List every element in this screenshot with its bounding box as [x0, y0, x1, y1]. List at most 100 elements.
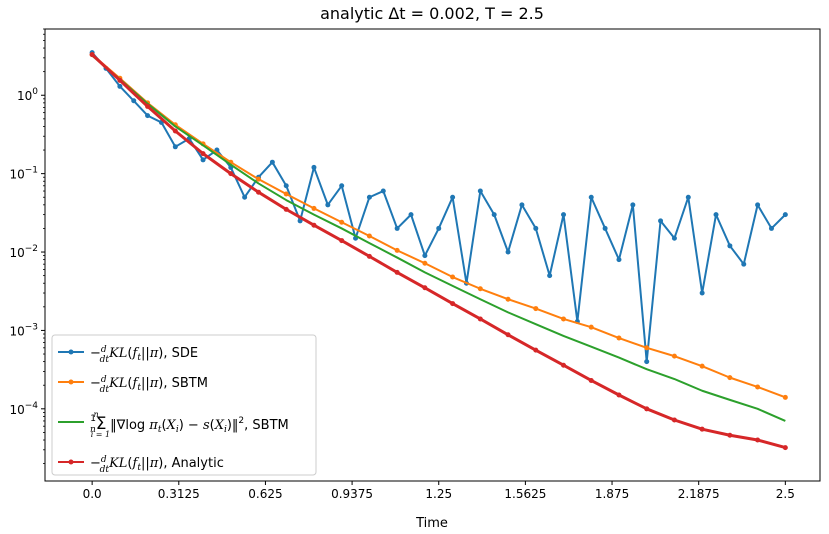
y-axis: 100 10−1 10−2 10−3 10−4 [9, 28, 45, 465]
data-point-sde [768, 225, 774, 231]
data-point-analytic [533, 347, 539, 353]
legend-entry-analytic: −d dtKL(ft||π), Analytic [58, 455, 224, 475]
data-point-sde [671, 235, 677, 241]
x-tick-label: 0.0 [83, 487, 102, 501]
data-point-sbtm [311, 205, 317, 211]
data-point-analytic [89, 52, 95, 58]
data-point-sde [283, 183, 289, 189]
legend-entry-sbtm: −d dtKL(ft||π), SBTM [58, 375, 208, 395]
data-point-sde [588, 194, 594, 200]
x-axis-label: Time [415, 516, 448, 531]
data-point-sde [242, 194, 248, 200]
data-point-analytic [755, 437, 761, 443]
data-point-analytic [588, 377, 594, 383]
y-tick-label: 10−3 [9, 322, 38, 338]
data-point-analytic [477, 316, 483, 322]
data-point-sbtm [505, 296, 511, 302]
data-point-sbtm [366, 233, 372, 239]
data-point-analytic [339, 238, 345, 244]
data-point-sbtm [782, 394, 788, 400]
data-point-sbtm [339, 219, 345, 225]
data-point-sde [436, 225, 442, 231]
data-point-sbtm [450, 274, 456, 280]
data-point-sbtm [561, 316, 567, 322]
y-tick-label: 10−2 [9, 244, 38, 260]
data-point-sde [311, 164, 317, 170]
x-tick-label: 0.625 [248, 487, 282, 501]
data-point-sde [616, 257, 622, 263]
data-point-sde [782, 212, 788, 218]
legend-label-sde: −d dtKL(ft||π), SDE [90, 345, 198, 365]
chart-title: analytic Δt = 0.002, T = 2.5 [320, 4, 544, 23]
legend-label-sbtm: −d dtKL(ft||π), SBTM [90, 375, 208, 395]
x-tick-label: 0.9375 [331, 487, 373, 501]
legend-marker-sbtm [68, 379, 74, 385]
x-axis: 0.0 0.3125 0.625 0.9375 1.25 1.5625 1.875 2.187… [83, 481, 795, 501]
data-point-sde [699, 290, 705, 296]
data-point-sde [117, 83, 123, 89]
data-point-analytic [117, 77, 123, 83]
data-point-sde [408, 212, 414, 218]
data-point-sbtm [755, 384, 761, 390]
data-point-analytic [228, 171, 234, 177]
x-tick-label: 2.1875 [678, 487, 720, 501]
data-point-sde [269, 159, 275, 165]
data-point-analytic [644, 406, 650, 412]
series-score-error [91, 54, 786, 422]
data-point-analytic [616, 392, 622, 398]
data-point-analytic [366, 253, 372, 259]
data-point-sbtm [256, 176, 262, 182]
data-point-analytic [561, 362, 567, 368]
data-point-analytic [699, 426, 705, 432]
data-point-analytic [256, 189, 262, 195]
data-point-sde [450, 194, 456, 200]
data-point-analytic [283, 206, 289, 212]
data-point-sbtm [477, 286, 483, 292]
data-point-sde [172, 144, 178, 150]
legend: −d dtKL(ft||π), SDE −d dtKL(ft||π), SBTM 1… [51, 334, 317, 476]
data-point-analytic [200, 151, 206, 157]
data-point-sde [658, 218, 664, 224]
legend-entry-sde: −d dtKL(ft||π), SDE [58, 345, 198, 365]
data-point-sde [547, 273, 553, 279]
data-point-sde [644, 359, 650, 365]
y-tick-label: 10−1 [9, 166, 38, 182]
series-analytic [89, 52, 788, 451]
data-point-sbtm [727, 375, 733, 381]
data-point-analytic [172, 128, 178, 134]
data-point-analytic [311, 222, 317, 228]
y-tick-label: 100 [17, 87, 38, 103]
data-point-sde [685, 194, 691, 200]
y-tick-label: 10−4 [9, 401, 38, 417]
data-point-analytic [505, 332, 511, 338]
data-point-sde [561, 212, 567, 218]
data-point-analytic [145, 103, 151, 109]
data-point-sde [422, 253, 428, 259]
data-point-sde [533, 225, 539, 231]
data-point-sde [200, 157, 206, 163]
data-point-sbtm [533, 306, 539, 312]
data-point-analytic [782, 445, 788, 451]
data-point-analytic [671, 417, 677, 423]
plot-frame [44, 28, 821, 482]
data-point-sde [339, 183, 345, 189]
data-point-sde [394, 225, 400, 231]
data-point-sde [131, 98, 137, 104]
data-point-sbtm [671, 353, 677, 359]
data-point-sde [755, 202, 761, 208]
data-point-sde [325, 202, 331, 208]
data-point-analytic [394, 269, 400, 275]
data-point-sbtm [394, 247, 400, 253]
data-point-sbtm [283, 191, 289, 197]
x-tick-label: 2.5 [776, 487, 795, 501]
data-point-sde [713, 212, 719, 218]
data-point-sde [602, 225, 608, 231]
x-tick-label: 0.3125 [158, 487, 200, 501]
x-tick-label: 1.25 [425, 487, 452, 501]
data-point-sde [491, 212, 497, 218]
data-point-sde [630, 202, 636, 208]
series-line-analytic [91, 53, 786, 450]
series-line-sbtm [91, 53, 786, 399]
data-point-sde [727, 243, 733, 249]
